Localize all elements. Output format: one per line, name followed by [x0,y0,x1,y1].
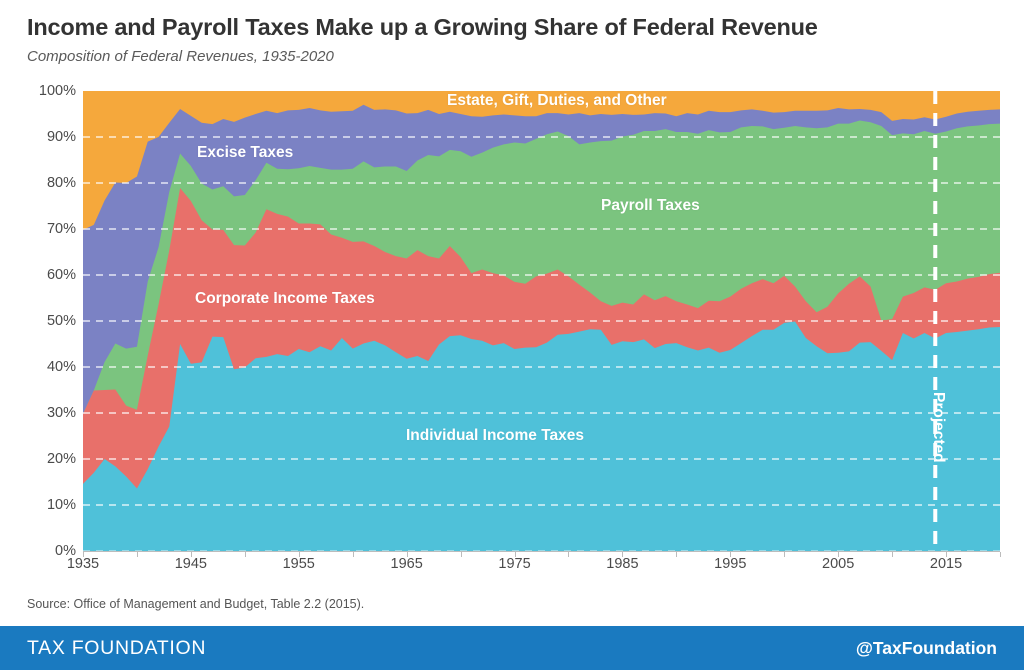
y-axis-tick-label: 10% [46,497,76,513]
x-axis: 1935 1945 1955 1965 1975 1985 1995 2005 2015 [67,556,1000,582]
y-axis-tick-label: 60% [46,267,76,283]
series-label-individual-income-taxes: Individual Income Taxes [406,427,585,444]
x-axis-tickmark [352,552,354,557]
y-axis-tick-label: 100% [38,83,76,99]
footer-bar: TAX FOUNDATION @TaxFoundation [0,626,1024,670]
y-axis-tick-label: 70% [46,221,76,237]
x-axis-tickmark [244,552,246,557]
x-axis-tickmark [784,552,786,557]
x-axis-tickmark [298,552,300,557]
x-axis-tick-label: 1965 [390,556,423,572]
x-axis-tickmark [190,552,192,557]
source-note: Source: Office of Management and Budget,… [27,597,365,611]
x-axis-tickmark [892,552,894,557]
y-axis-tick-label: 0% [55,543,76,559]
plot-svg [83,91,1000,551]
footer-social-handle[interactable]: @TaxFoundation [855,638,997,658]
y-axis-tick-label: 40% [46,359,76,375]
y-axis-tick-label: 30% [46,405,76,421]
projected-annotation-label: Projected [930,392,947,463]
y-axis-tick-label: 80% [46,175,76,191]
x-axis-tickmark [946,552,948,557]
x-axis-tickmark [136,552,138,557]
x-axis-tickmark [406,552,408,557]
page-title: Income and Payroll Taxes Make up a Growi… [27,14,818,40]
x-axis-tick-label: 1945 [174,556,208,572]
x-axis-tickmark [83,552,84,557]
x-axis-line [83,551,1000,552]
x-axis-tickmark [730,552,732,557]
x-axis-tick-label: 2005 [822,556,855,572]
y-axis-tick-label: 50% [46,313,76,329]
x-axis-tick-label: 1975 [498,556,531,572]
chart-header: Income and Payroll Taxes Make up a Growi… [27,14,997,65]
series-label-estate-gift-duties-other: Estate, Gift, Duties, and Other [447,92,667,109]
x-axis-tickmark [838,552,840,557]
y-axis-tick-label: 90% [46,129,76,145]
x-axis-tickmark [676,552,678,557]
y-axis: 0% 10% 20% 30% 40% 50% 60% 70% 80% 90% 100% [3,83,76,559]
chart-figure: 0% 10% 20% 30% 40% 50% 60% 70% 80% 90% 100% 1935 19… [3,83,1001,582]
x-axis-tickmark [460,552,462,557]
series-label-corporate-income-taxes: Corporate Income Taxes [195,290,375,307]
x-axis-tick-label: 1955 [282,556,315,572]
stacked-area-plot [83,91,1000,551]
x-axis-tick-label: 2015 [929,556,963,572]
x-axis-tickmark [514,552,516,557]
area-band-individual-income-taxes [83,321,1000,551]
x-axis-tickmarks [83,552,1001,557]
x-axis-tick-label: 1985 [606,556,639,572]
x-axis-tick-label: 1995 [714,556,747,572]
chart-subtitle: Composition of Federal Revenues, 1935-20… [27,48,334,66]
series-label-payroll-taxes: Payroll Taxes [601,197,700,214]
footer-brand: TAX FOUNDATION [27,637,207,659]
x-axis-tick-label: 1935 [66,556,100,572]
series-label-excise-taxes: Excise Taxes [197,144,294,161]
y-axis-tick-label: 20% [46,451,76,467]
x-axis-tickmark [622,552,624,557]
x-axis-tickmark [1000,552,1001,557]
x-axis-tickmark [568,552,570,557]
